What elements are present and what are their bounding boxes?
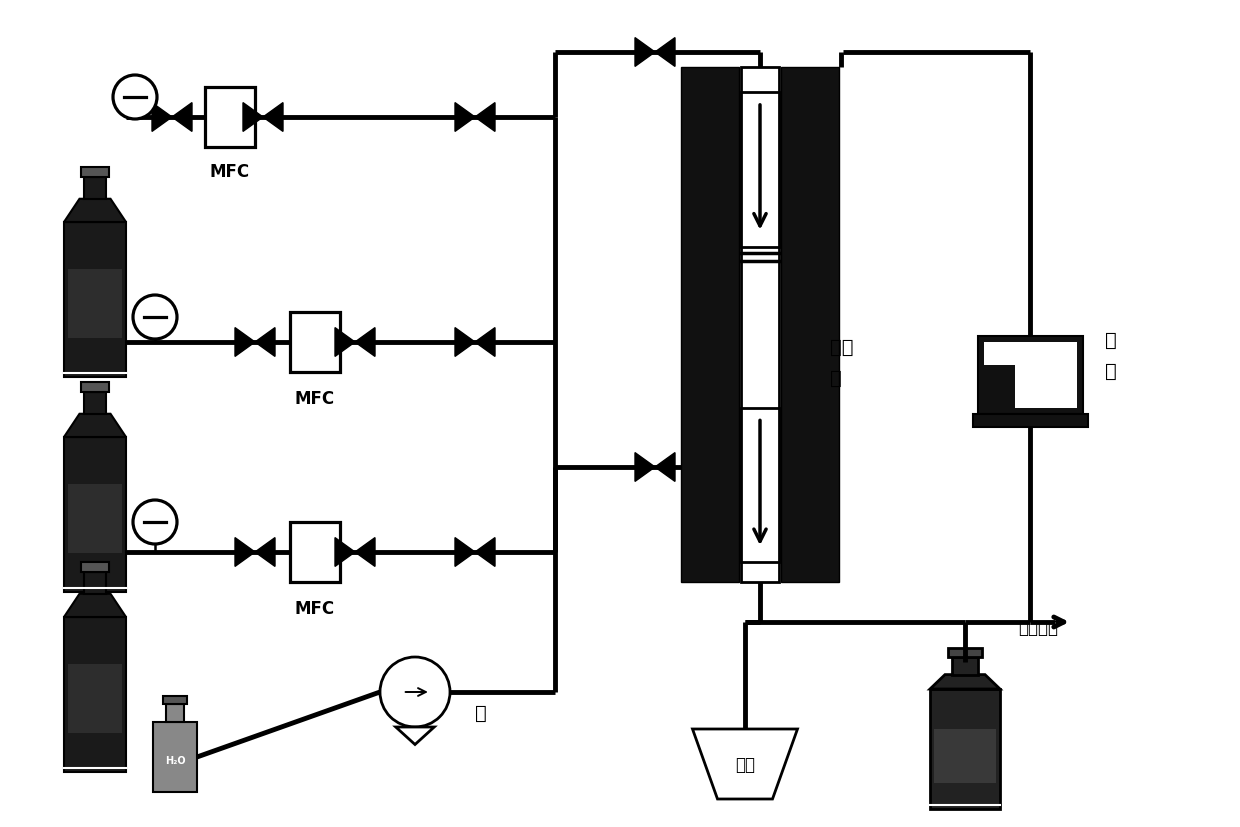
Circle shape [133,295,177,340]
Bar [742,68,779,582]
Bar [681,68,739,582]
Text: 尾气放空: 尾气放空 [1018,619,1058,636]
Polygon shape [455,103,475,132]
Polygon shape [355,538,374,566]
Bar [290,313,340,372]
Polygon shape [243,103,263,132]
Bar [84,392,105,414]
Polygon shape [930,675,999,689]
Polygon shape [655,453,675,482]
Polygon shape [255,328,275,357]
Bar [162,696,187,704]
Circle shape [133,500,177,544]
Bar [781,68,839,582]
Polygon shape [635,39,655,67]
Polygon shape [655,39,675,67]
Text: H₂O: H₂O [165,756,185,766]
Polygon shape [455,538,475,566]
Polygon shape [263,103,283,132]
Text: MFC: MFC [210,163,250,181]
Bar [952,657,978,675]
Bar [82,168,109,178]
Bar [934,729,996,782]
Bar [68,484,122,553]
Polygon shape [475,538,495,566]
Bar [82,382,109,392]
Bar [84,178,105,199]
Bar [742,93,779,247]
Polygon shape [455,328,475,357]
Bar [983,366,1016,409]
Polygon shape [692,729,797,799]
Bar [64,437,126,592]
Bar [68,269,122,339]
Bar [64,617,126,772]
Bar [84,572,105,594]
Text: 色
谱: 色 谱 [1105,331,1117,380]
Polygon shape [236,328,255,357]
Bar [68,664,122,734]
Polygon shape [255,538,275,566]
Polygon shape [172,103,192,132]
Polygon shape [64,199,126,222]
Polygon shape [236,538,255,566]
Polygon shape [335,538,355,566]
Text: 冷阱: 冷阱 [735,755,755,773]
Polygon shape [475,328,495,357]
Bar [983,342,1076,409]
Polygon shape [355,328,374,357]
Bar [977,337,1083,414]
Text: 泵: 泵 [475,703,487,722]
Circle shape [379,657,450,727]
Text: MFC: MFC [295,390,335,408]
Text: MFC: MFC [295,600,335,617]
Bar [290,523,340,582]
Polygon shape [153,103,172,132]
Bar [64,222,126,378]
Circle shape [113,76,157,120]
Polygon shape [475,103,495,132]
Bar [742,408,779,562]
Bar [972,414,1087,428]
Bar [205,88,255,148]
Text: 反应
器: 反应 器 [830,337,853,388]
Bar [930,689,999,809]
Polygon shape [64,414,126,437]
Bar [82,562,109,572]
Polygon shape [635,453,655,482]
Bar [166,704,185,722]
Polygon shape [335,328,355,357]
Polygon shape [396,727,434,744]
Bar [947,648,982,657]
Polygon shape [64,594,126,617]
Bar [153,722,197,792]
